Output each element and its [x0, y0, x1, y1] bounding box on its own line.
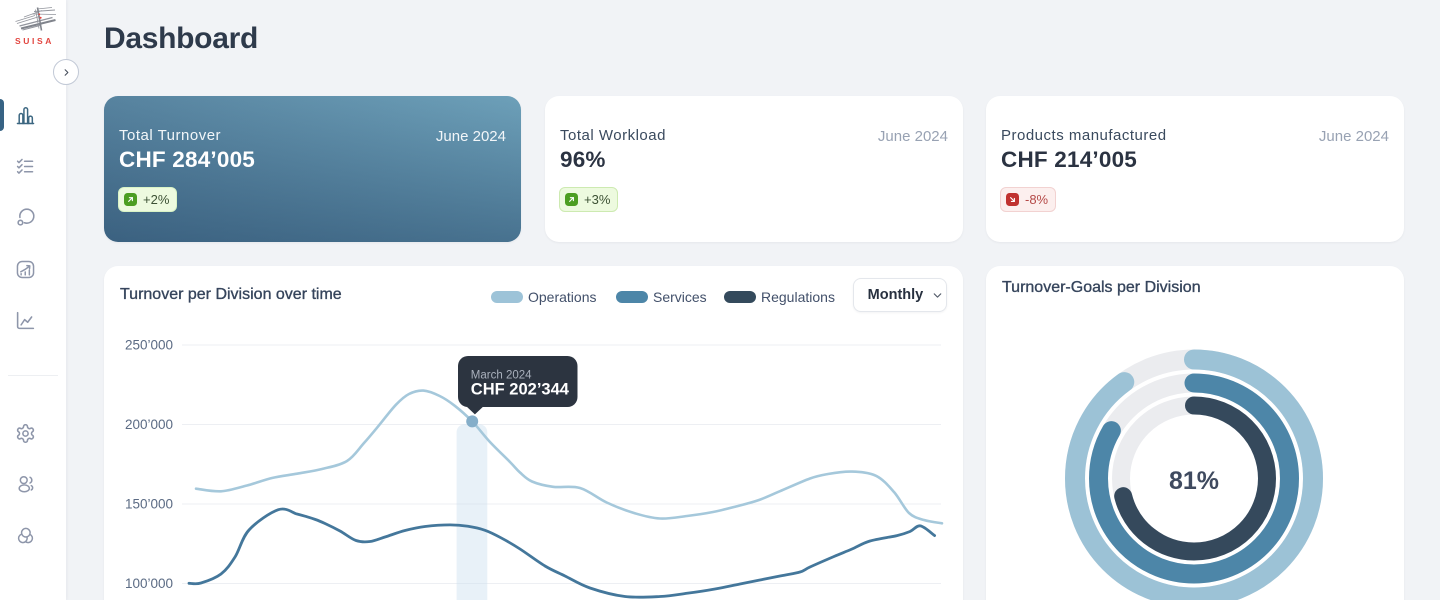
svg-text:March 2024: March 2024	[471, 370, 532, 382]
svg-text:200’000: 200’000	[125, 417, 173, 432]
svg-text:81%: 81%	[1169, 467, 1219, 495]
svg-text:250’000: 250’000	[125, 338, 173, 353]
svg-text:CHF 202’344: CHF 202’344	[471, 380, 570, 398]
svg-text:100’000: 100’000	[125, 576, 173, 591]
svg-text:150’000: 150’000	[125, 497, 173, 512]
